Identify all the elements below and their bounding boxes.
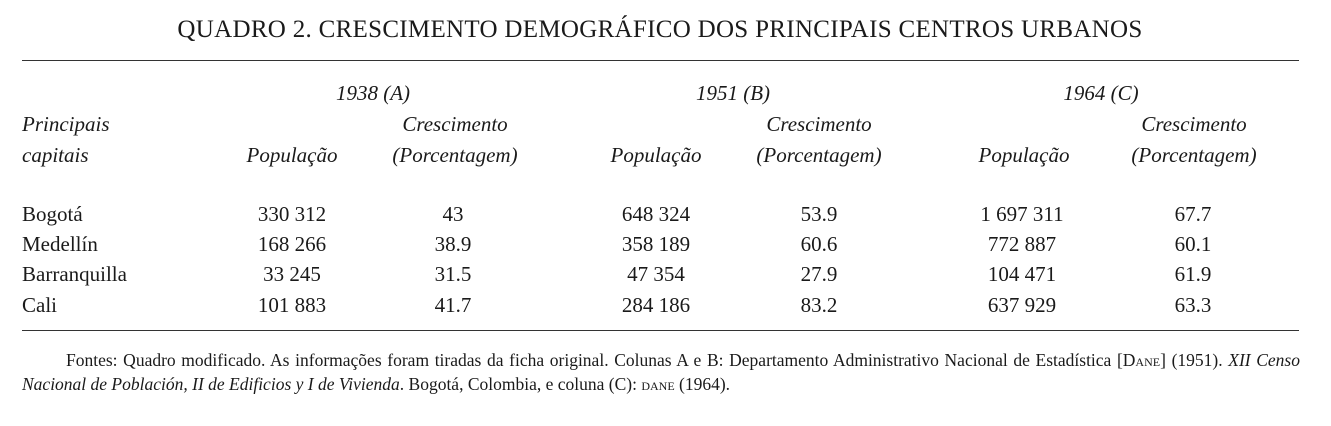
row-medellin-growth-b: 60.6 <box>800 232 838 256</box>
row-barranquilla-pop-a: 33 245 <box>263 262 321 286</box>
rowlabel-header-line2: capitais <box>22 143 89 167</box>
col-header-growth-b-line2: (Porcentagem) <box>756 143 882 167</box>
note-dane-2: dane <box>641 374 675 394</box>
note-dane-1: Dane <box>1122 350 1161 370</box>
col-header-growth-b-line1: Crescimento <box>766 112 872 136</box>
col-header-growth-c-line1: Crescimento <box>1141 112 1247 136</box>
row-medellin-pop-c: 772 887 <box>987 232 1057 256</box>
col-header-growth-c-line2: (Porcentagem) <box>1131 143 1257 167</box>
row-cali-pop-c: 637 929 <box>987 293 1057 317</box>
col-header-pop-a: População <box>246 143 338 167</box>
period-header-b: 1951 (B) <box>695 81 771 105</box>
row-cali-city: Cali <box>22 293 57 317</box>
period-header-a: 1938 (A) <box>335 81 411 105</box>
row-bogota-pop-a: 330 312 <box>257 202 327 226</box>
note-text-4: (1964). <box>674 374 731 394</box>
source-note: Fontes: Quadro modificado. As informaçõe… <box>22 348 1300 396</box>
note-text-1: Fontes: Quadro modificado. As informaçõe… <box>66 350 1123 370</box>
row-cali-pop-b: 284 186 <box>621 293 691 317</box>
row-medellin-growth-c: 60.1 <box>1174 232 1212 256</box>
col-header-growth-a-line1: Crescimento <box>402 112 508 136</box>
col-header-growth-a-line2: (Porcentagem) <box>392 143 518 167</box>
top-rule <box>22 60 1299 61</box>
row-bogota-growth-c: 67.7 <box>1174 202 1212 226</box>
row-cali-growth-a: 41.7 <box>434 293 472 317</box>
bottom-rule <box>22 330 1299 331</box>
row-barranquilla-city: Barranquilla <box>22 262 127 286</box>
rowlabel-header-line1: Principais <box>22 112 110 136</box>
table-title: QUADRO 2. CRESCIMENTO DEMOGRÁFICO DOS PR… <box>177 16 1143 43</box>
row-barranquilla-pop-b: 47 354 <box>627 262 685 286</box>
note-census-title: XII Censo Nacional de Población, II de E… <box>22 350 1300 394</box>
col-header-pop-b: População <box>610 143 702 167</box>
row-medellin-pop-a: 168 266 <box>257 232 327 256</box>
row-cali-growth-b: 83.2 <box>800 293 838 317</box>
row-medellin-pop-b: 358 189 <box>621 232 691 256</box>
row-bogota-pop-b: 648 324 <box>621 202 691 226</box>
row-bogota-growth-a: 43 <box>442 202 464 226</box>
row-barranquilla-growth-b: 27.9 <box>800 262 838 286</box>
row-cali-pop-a: 101 883 <box>257 293 327 317</box>
row-barranquilla-growth-a: 31.5 <box>434 262 472 286</box>
row-medellin-growth-a: 38.9 <box>434 232 472 256</box>
row-bogota-pop-c: 1 697 311 <box>980 202 1064 226</box>
row-cali-growth-c: 63.3 <box>1174 293 1212 317</box>
col-header-pop-c: População <box>978 143 1070 167</box>
row-barranquilla-growth-c: 61.9 <box>1174 262 1212 286</box>
row-bogota-city: Bogotá <box>22 202 83 226</box>
row-bogota-growth-b: 53.9 <box>800 202 838 226</box>
note-text-3: . Bogotá, Colombia, e coluna (C): <box>399 374 642 394</box>
period-header-c: 1964 (C) <box>1063 81 1139 105</box>
row-medellin-city: Medellín <box>22 232 98 256</box>
row-barranquilla-pop-c: 104 471 <box>987 262 1057 286</box>
note-text-2: ] (1951). <box>1160 350 1229 370</box>
